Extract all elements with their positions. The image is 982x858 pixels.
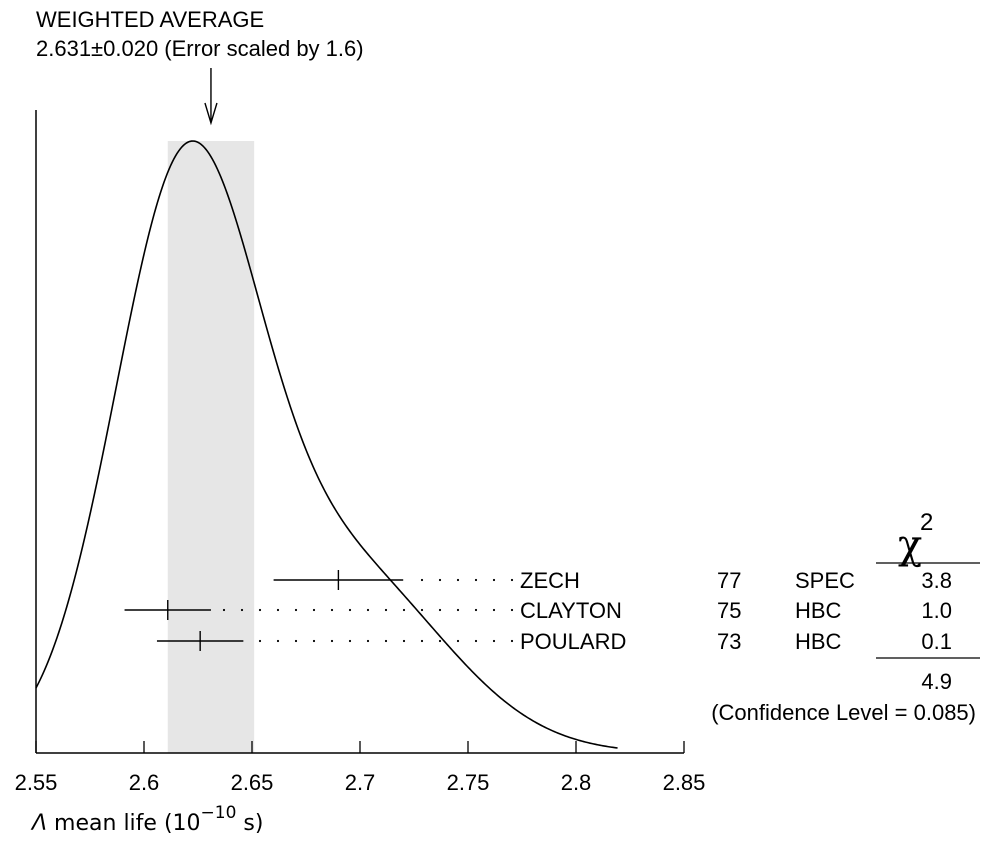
arrow-head — [204, 102, 218, 126]
measurement-chi2: 1.0 — [921, 598, 952, 623]
leader-dot — [366, 608, 370, 612]
chi2-total: 4.9 — [921, 669, 952, 694]
measurement-row: POULARD 73 HBC 0.1 — [156, 629, 952, 654]
leader-dot — [240, 608, 244, 612]
x-axis-ticks: 2.55 2.6 2.65 2.7 2.75 2.8 2.85 — [15, 741, 706, 795]
leader-dot — [294, 639, 298, 643]
chi2-header-exponent: 2 — [920, 509, 933, 536]
leader-dot — [492, 578, 496, 582]
x-axis-label: Λ mean life (10−10 s) — [30, 803, 263, 836]
leader-dot — [384, 639, 388, 643]
x-tick-label: 2.85 — [663, 770, 706, 795]
measurement-author: CLAYTON — [520, 598, 622, 623]
leader-dot — [420, 608, 424, 612]
measurement-chi2: 3.8 — [921, 568, 952, 593]
measurement-row: ZECH 77 SPEC 3.8 — [273, 568, 952, 593]
weighted-average-arrow — [204, 68, 218, 126]
leader-dot — [276, 608, 280, 612]
leader-dot — [258, 639, 262, 643]
measurement-technique: HBC — [795, 629, 842, 654]
leader-dot — [456, 578, 460, 582]
leader-dot — [438, 639, 442, 643]
measurement-author: POULARD — [520, 629, 626, 654]
measurements-group: ZECH 77 SPEC 3.8 CLAYTON 75 HBC 1.0 POULARD 73 HBC… — [124, 568, 952, 654]
leader-dot — [312, 639, 316, 643]
leader-dot — [384, 608, 388, 612]
leader-dot — [348, 608, 352, 612]
x-tick-label: 2.6 — [129, 770, 160, 795]
x-tick-label: 2.7 — [345, 770, 376, 795]
x-axis-label-symbol: Λ — [30, 811, 47, 836]
x-tick-label: 2.8 — [561, 770, 592, 795]
weighted-average-band — [167, 141, 255, 753]
leader-dot — [510, 639, 514, 643]
leader-dot — [492, 639, 496, 643]
chi2-header: χ — [898, 522, 922, 568]
confidence-level: (Confidence Level = 0.085) — [711, 700, 976, 725]
leader-dot — [330, 639, 334, 643]
chart-title: WEIGHTED AVERAGE — [36, 7, 264, 32]
measurement-author: ZECH — [520, 568, 580, 593]
leader-dot — [510, 578, 514, 582]
leader-dot — [294, 608, 298, 612]
leader-dot — [420, 639, 424, 643]
measurement-year: 77 — [717, 568, 741, 593]
measurement-technique: SPEC — [795, 568, 855, 593]
leader-dot — [276, 639, 280, 643]
x-tick-label: 2.65 — [231, 770, 274, 795]
leader-dot — [438, 608, 442, 612]
x-tick-label: 2.75 — [447, 770, 490, 795]
chart-subtitle: 2.631±0.020 (Error scaled by 1.6) — [36, 36, 364, 61]
leader-dot — [438, 578, 442, 582]
measurement-row: CLAYTON 75 HBC 1.0 — [124, 598, 952, 623]
measurement-chi2: 0.1 — [921, 629, 952, 654]
leader-dot — [366, 639, 370, 643]
leader-dot — [456, 608, 460, 612]
leader-dot — [348, 639, 352, 643]
x-axis-label-suffix: s) — [236, 811, 263, 836]
leader-dot — [312, 608, 316, 612]
leader-dot — [474, 608, 478, 612]
ideogram-curve — [35, 140, 618, 749]
leader-dot — [402, 608, 406, 612]
leader-dot — [492, 608, 496, 612]
measurement-year: 75 — [717, 598, 741, 623]
leader-dot — [420, 578, 424, 582]
leader-dot — [474, 578, 478, 582]
leader-dot — [474, 639, 478, 643]
x-axis-label-exponent: −10 — [201, 803, 237, 823]
leader-dot — [456, 639, 460, 643]
measurement-technique: HBC — [795, 598, 842, 623]
leader-dot — [258, 608, 262, 612]
x-tick-label: 2.55 — [15, 770, 58, 795]
leader-dot — [402, 639, 406, 643]
leader-dot — [222, 608, 226, 612]
leader-dot — [330, 608, 334, 612]
leader-dot — [510, 608, 514, 612]
measurement-year: 73 — [717, 629, 741, 654]
x-axis-label-text: mean life (10 — [47, 811, 200, 836]
